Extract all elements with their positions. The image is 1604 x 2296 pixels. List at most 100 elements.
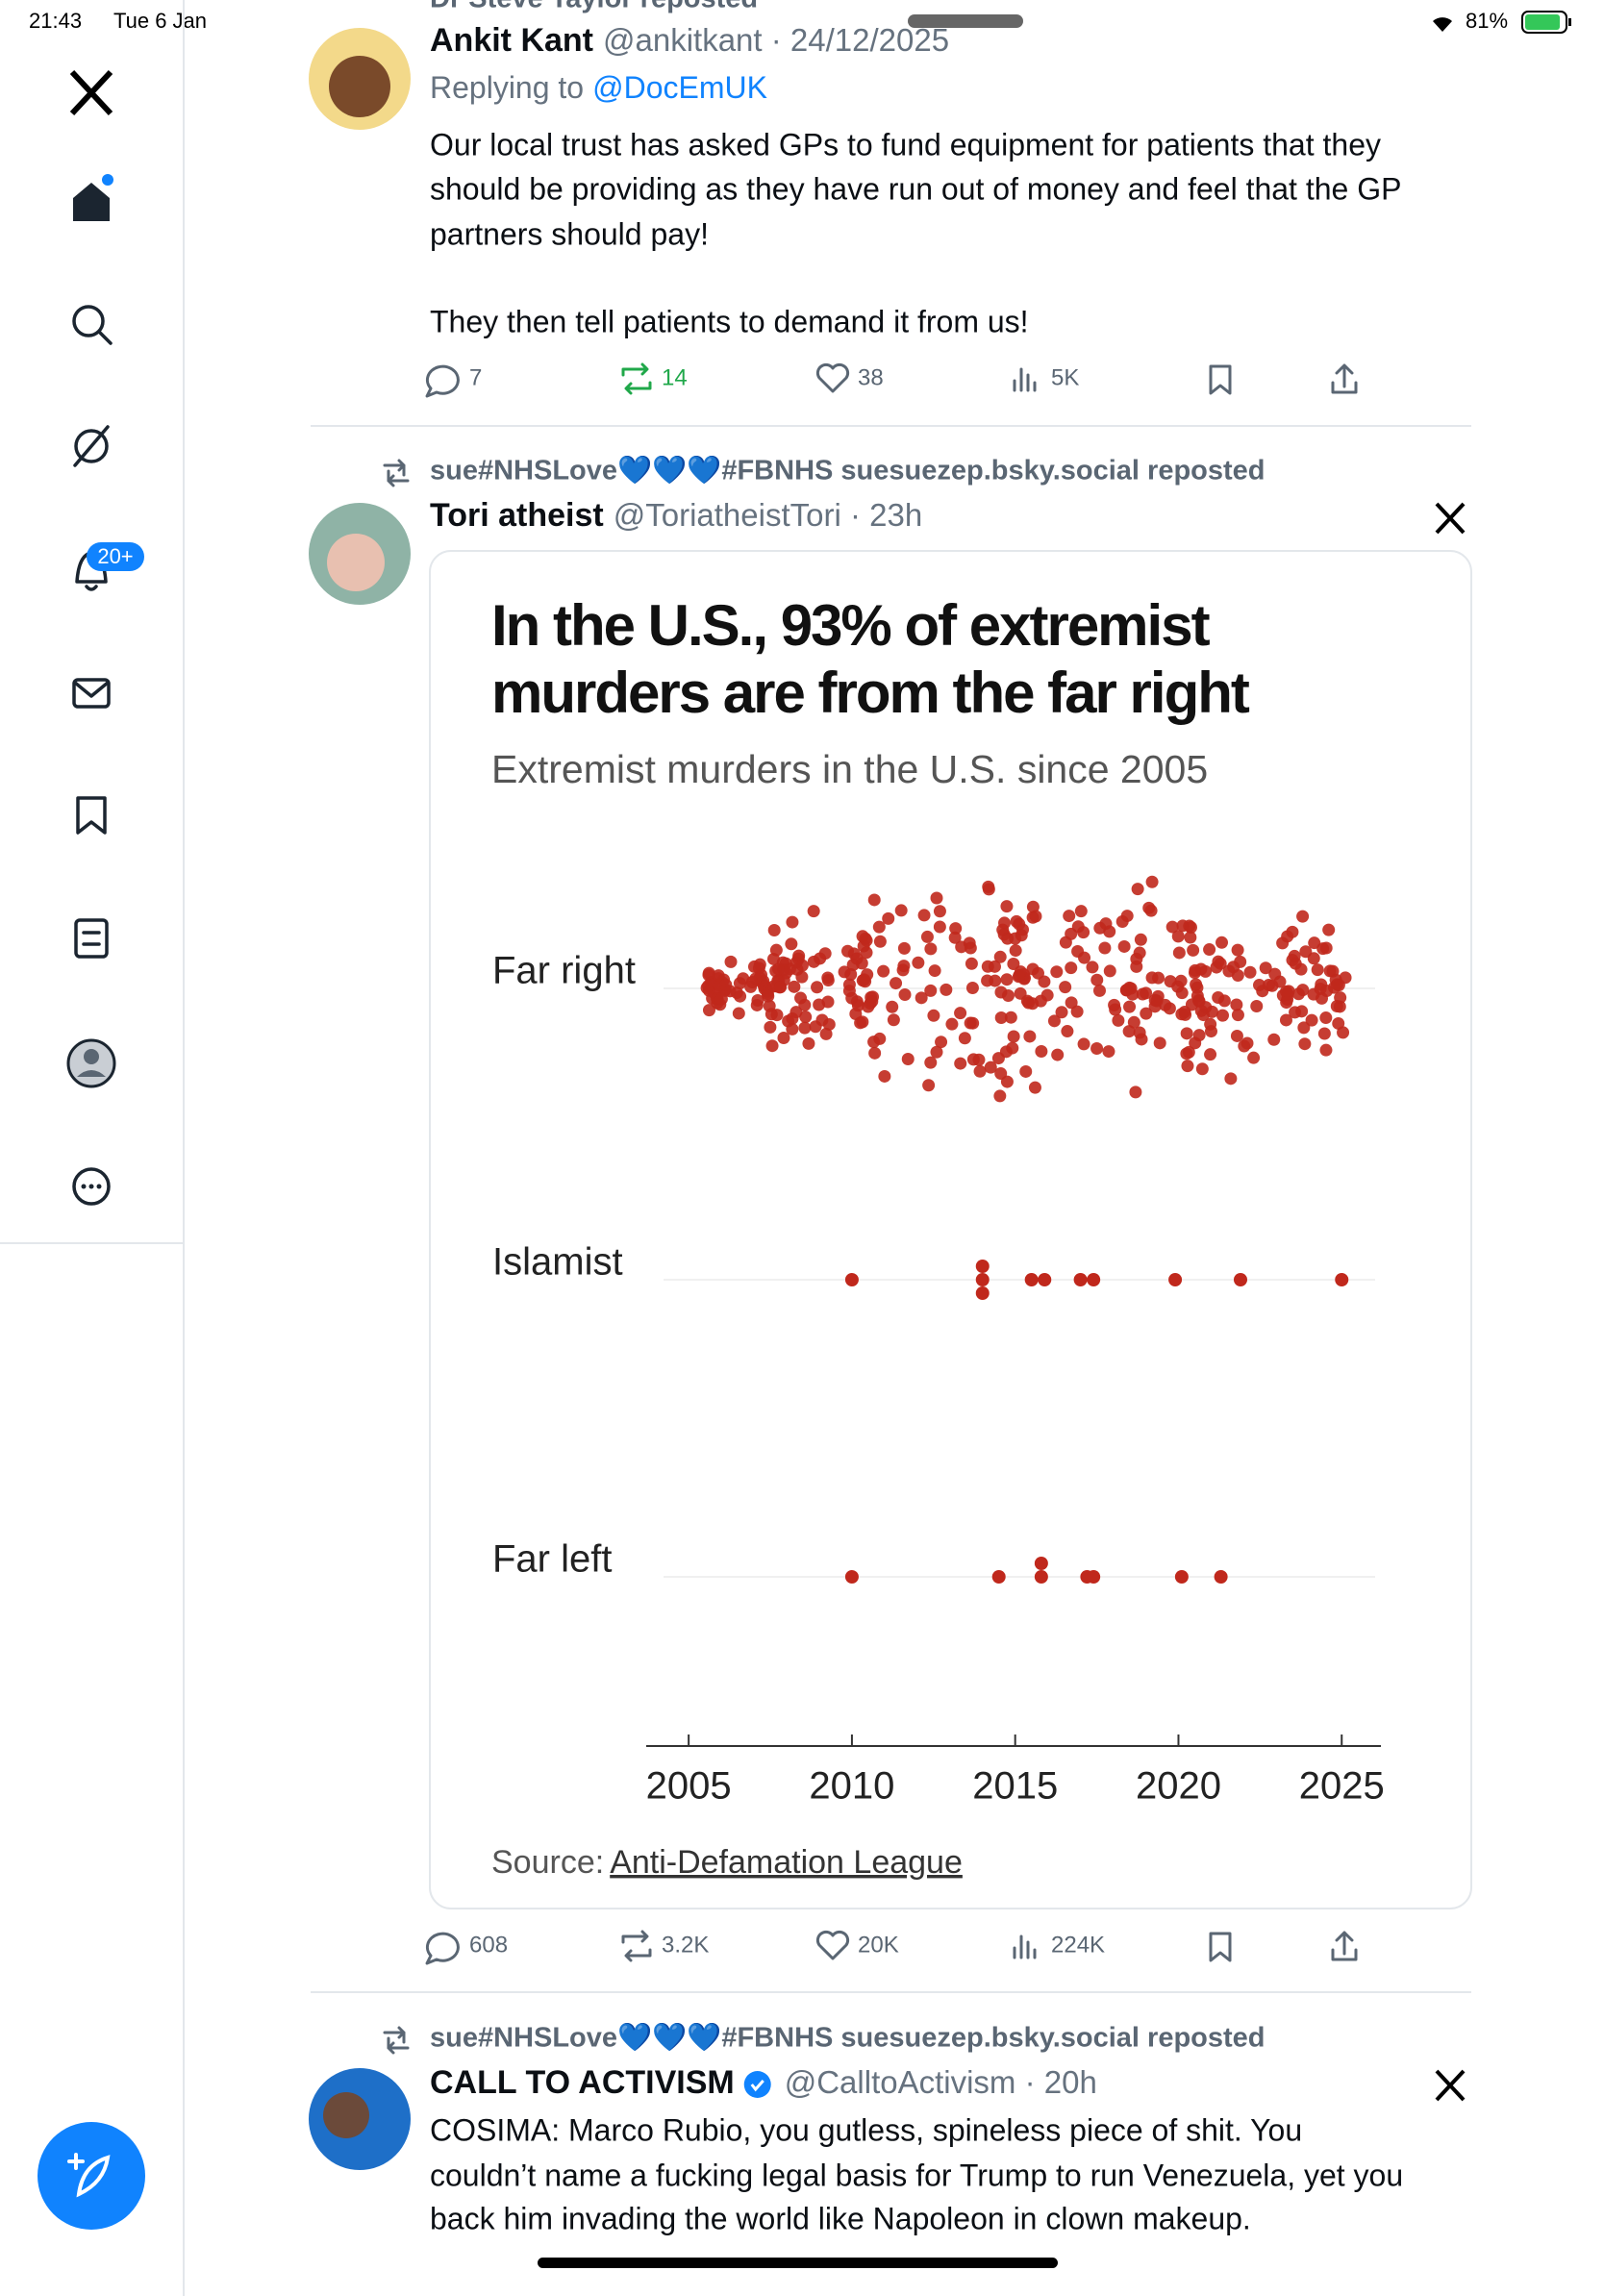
post[interactable]: sue#NHSLove💙💙💙#FBNHS suesuezep.bsky.soci… — [309, 455, 1472, 1965]
lists-icon[interactable] — [74, 918, 109, 959]
likes-count[interactable]: 38 — [858, 364, 884, 390]
cluster-dot — [1092, 984, 1106, 997]
chart-source: Source: Anti-Defamation League — [491, 1844, 963, 1881]
discover-icon[interactable] — [73, 425, 110, 467]
cluster-dot — [1135, 1033, 1148, 1046]
cluster-dot — [1184, 931, 1197, 944]
compose-button[interactable] — [38, 2122, 145, 2230]
x-badge — [1435, 502, 1466, 535]
reposts-icon[interactable] — [621, 1930, 652, 1962]
cluster-dot — [1165, 920, 1179, 934]
x-tick-label: 2005 — [646, 1765, 732, 1808]
reposts-icon[interactable] — [621, 362, 652, 395]
cluster-dot — [1070, 1005, 1084, 1018]
more-icon[interactable] — [72, 1167, 111, 1206]
reposts-count[interactable]: 3.2K — [662, 1932, 709, 1958]
author-handle[interactable]: @CalltoActivism — [785, 2064, 1016, 2100]
reposts-count[interactable]: 14 — [662, 364, 688, 390]
cluster-dot — [1317, 1027, 1331, 1040]
cluster-dot — [1319, 1043, 1333, 1057]
cluster-dot — [860, 946, 873, 960]
author-name[interactable]: Ankit Kant — [430, 22, 593, 59]
cluster-dot — [866, 990, 880, 1004]
home-icon[interactable] — [73, 174, 113, 221]
replies-icon[interactable] — [425, 1932, 460, 1965]
cluster-dot — [1153, 1036, 1166, 1050]
likes-icon[interactable] — [815, 362, 850, 393]
separator: · — [841, 497, 869, 533]
cluster-dot — [844, 967, 858, 981]
cluster-dot — [786, 1022, 799, 1036]
cluster-dot — [1031, 966, 1044, 980]
likes-count[interactable]: 20K — [858, 1932, 899, 1958]
cluster-dot — [915, 991, 928, 1005]
views-count[interactable]: 5K — [1051, 364, 1079, 390]
bookmarks-icon[interactable] — [76, 796, 107, 835]
share-icon[interactable] — [1331, 363, 1358, 394]
cluster-dot — [714, 998, 727, 1011]
cluster-dot — [1123, 1000, 1137, 1013]
cluster-dot — [858, 973, 871, 986]
x-tick-label: 2015 — [972, 1765, 1058, 1808]
separator: · — [1015, 2064, 1043, 2100]
actions: 7 14 38 5K — [425, 362, 1358, 398]
cluster-dot — [965, 957, 978, 970]
likes-icon[interactable] — [815, 1930, 850, 1960]
cluster-dot — [964, 941, 977, 955]
cluster-dot — [702, 966, 715, 980]
views-icon[interactable] — [1013, 367, 1037, 392]
verified-badge — [743, 2071, 771, 2098]
data-dot — [1034, 1570, 1048, 1584]
cluster-dot — [1231, 1009, 1244, 1022]
timestamp: 24/12/2025 — [790, 22, 949, 58]
views-count[interactable]: 224K — [1051, 1932, 1105, 1958]
wifi-icon — [1433, 17, 1452, 32]
cluster-dot — [767, 923, 781, 936]
replies-icon[interactable] — [425, 364, 460, 398]
cluster-dot — [1180, 1027, 1193, 1040]
cluster-dot — [795, 970, 809, 984]
cluster-dot — [933, 905, 946, 918]
cluster-dot — [890, 977, 903, 990]
cluster-dot — [1026, 900, 1040, 913]
cluster-dot — [998, 916, 1012, 930]
cluster-dot — [972, 1053, 986, 1066]
cluster-dot — [1320, 984, 1334, 997]
cluster-dot — [1224, 1072, 1238, 1086]
cluster-dot — [1071, 920, 1085, 934]
cluster-dot — [770, 1009, 784, 1022]
reposted-by[interactable]: sue#NHSLove💙💙💙#FBNHS suesuezep.bsky.soci… — [430, 455, 1266, 487]
cluster-dot — [712, 969, 725, 983]
author-name[interactable]: Tori atheist — [430, 497, 604, 534]
author-handle[interactable]: @ankitkant — [603, 22, 763, 58]
bookmark-icon[interactable] — [1209, 1932, 1232, 1962]
author-handle[interactable]: @ToriatheistTori — [614, 497, 841, 533]
author-name[interactable]: CALL TO ACTIVISM — [430, 2064, 735, 2101]
post[interactable]: sue#NHSLove💙💙💙#FBNHS suesuezep.bsky.soci… — [309, 2022, 1466, 2236]
profile-icon[interactable] — [66, 1038, 116, 1088]
replies-count[interactable]: 7 — [469, 364, 482, 390]
post-image[interactable] — [429, 550, 1472, 1909]
cluster-dot — [867, 1036, 881, 1049]
search-icon[interactable] — [72, 305, 113, 345]
post[interactable]: Ankit Kant @ankitkant · 24/12/2025 Replyi… — [309, 22, 1401, 398]
actions: 608 3.2K 20K 224K — [425, 1930, 1358, 1965]
cluster-dot — [1204, 1025, 1217, 1038]
replies-count[interactable]: 608 — [469, 1932, 508, 1958]
cluster-dot — [993, 1089, 1007, 1103]
cluster-dot — [1280, 996, 1293, 1010]
share-icon[interactable] — [1331, 1931, 1358, 1961]
bookmark-icon[interactable] — [1209, 364, 1232, 395]
messages-icon[interactable] — [72, 678, 111, 709]
reposted-by[interactable]: sue#NHSLove💙💙💙#FBNHS suesuezep.bsky.soci… — [430, 2022, 1266, 2054]
notifications-icon[interactable]: 20+ — [75, 542, 144, 591]
cluster-dot — [878, 1069, 891, 1083]
row-label: Far left — [492, 1538, 612, 1581]
replying-to[interactable]: @DocEmUK — [592, 70, 767, 105]
cluster-dot — [924, 942, 938, 956]
views-icon[interactable] — [1013, 1934, 1037, 1959]
cluster-dot — [1214, 957, 1227, 970]
logo[interactable] — [69, 69, 113, 116]
cluster-dot — [1279, 1013, 1292, 1027]
